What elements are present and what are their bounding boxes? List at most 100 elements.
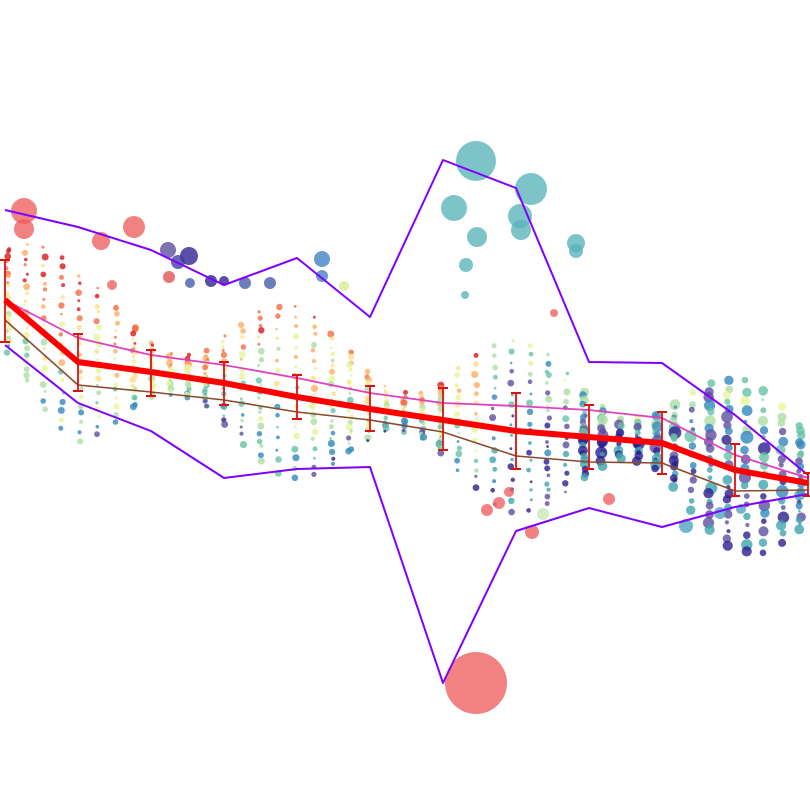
scatter-point: [454, 372, 460, 378]
scatter-point: [308, 402, 317, 410]
scatter-point: [545, 381, 549, 385]
scatter-point: [327, 439, 335, 448]
outlier-point: [467, 227, 487, 247]
scatter-point: [526, 449, 532, 456]
outlier-point: [515, 173, 547, 205]
outlier-point: [569, 244, 583, 258]
scatter-point: [313, 331, 318, 336]
scatter-point: [239, 425, 243, 429]
scatter-point: [758, 386, 768, 396]
outlier-point: [525, 525, 539, 539]
scatter-point: [544, 493, 551, 500]
scatter-point: [24, 352, 30, 358]
scatter-point: [473, 458, 479, 464]
scatter-point: [95, 375, 102, 382]
scatter-point: [131, 358, 137, 364]
scatter-point: [328, 448, 336, 456]
outlier-point: [679, 519, 693, 533]
mean-line: [3, 297, 809, 486]
scatter-point: [60, 313, 63, 316]
scatter-point: [526, 467, 531, 473]
scatter-point: [240, 344, 247, 350]
scatter-point: [257, 335, 260, 339]
outlier-point: [185, 278, 195, 288]
scatter-point: [346, 435, 352, 441]
scatter-point: [114, 329, 118, 333]
outlier-point: [314, 251, 330, 267]
scatter-point: [597, 461, 608, 472]
scatter-point: [491, 394, 498, 400]
scatter-point: [545, 395, 553, 403]
outlier-point: [461, 291, 469, 299]
scatter-point: [688, 406, 695, 413]
scatter-point: [77, 299, 81, 303]
scatter-point: [455, 468, 460, 473]
scatter-point: [757, 415, 769, 427]
scatter-point: [546, 415, 553, 421]
scatter-point: [257, 452, 264, 459]
scatter-point: [545, 390, 551, 396]
scatter-point: [651, 464, 659, 473]
scatter-point: [633, 422, 642, 431]
scatter-point: [546, 487, 551, 492]
scatter-point: [401, 399, 408, 407]
scatter-point: [25, 326, 29, 330]
scatter-point: [403, 404, 407, 408]
outlier-point: [107, 280, 117, 290]
scatter-point: [311, 471, 317, 477]
scatter-point: [722, 540, 733, 551]
scatter-point: [456, 365, 461, 371]
scatter-point: [796, 451, 804, 459]
scatter-point: [131, 337, 135, 341]
scatter-point: [508, 508, 515, 516]
scatter-point: [79, 375, 84, 380]
scatter-point: [79, 394, 84, 400]
scatter-point: [471, 370, 479, 378]
scatter-point: [42, 406, 48, 413]
scatter-point: [186, 352, 192, 357]
scatter-point: [492, 353, 497, 359]
scatter-point: [419, 433, 428, 441]
scatter-point: [114, 396, 118, 400]
scatter-point: [293, 425, 297, 428]
scatter-point: [240, 418, 244, 423]
scatter-point: [544, 422, 551, 429]
scatter-point: [221, 349, 225, 352]
scatter-point: [527, 343, 533, 349]
scatter-point: [724, 398, 731, 405]
scatter-point: [6, 283, 11, 288]
small-points-layer: [3, 243, 806, 557]
scatter-point: [474, 411, 478, 416]
outlier-point: [493, 497, 505, 509]
outlier-point: [481, 504, 493, 516]
scatter-point: [492, 466, 498, 472]
scatter-point: [617, 422, 625, 430]
scatter-point: [330, 336, 335, 341]
scatter-point: [740, 445, 749, 455]
scatter-point: [722, 475, 733, 485]
scatter-point: [239, 441, 248, 449]
scatter-point: [293, 305, 297, 308]
scatter-point: [526, 408, 534, 415]
scatter-point: [689, 389, 697, 396]
scatter-point: [421, 421, 426, 426]
scatter-point: [223, 334, 227, 338]
scatter-point: [403, 389, 408, 395]
scatter-point: [129, 403, 137, 411]
scatter-point: [291, 445, 299, 453]
scatter-point: [113, 403, 120, 410]
scatter-point: [544, 481, 550, 487]
scatter-point: [511, 414, 515, 418]
scatter-point: [42, 281, 47, 286]
outlier-point: [603, 493, 615, 505]
scatter-point: [167, 385, 175, 393]
scatter-point: [508, 348, 515, 355]
scatter-point: [797, 431, 806, 440]
scatter-point: [275, 327, 278, 331]
scatter-point: [703, 488, 714, 499]
scatter-point: [562, 480, 569, 487]
scatter-point: [223, 407, 226, 411]
scatter-point: [796, 468, 802, 474]
scatter-point: [529, 392, 533, 396]
scatter-point: [238, 373, 246, 380]
